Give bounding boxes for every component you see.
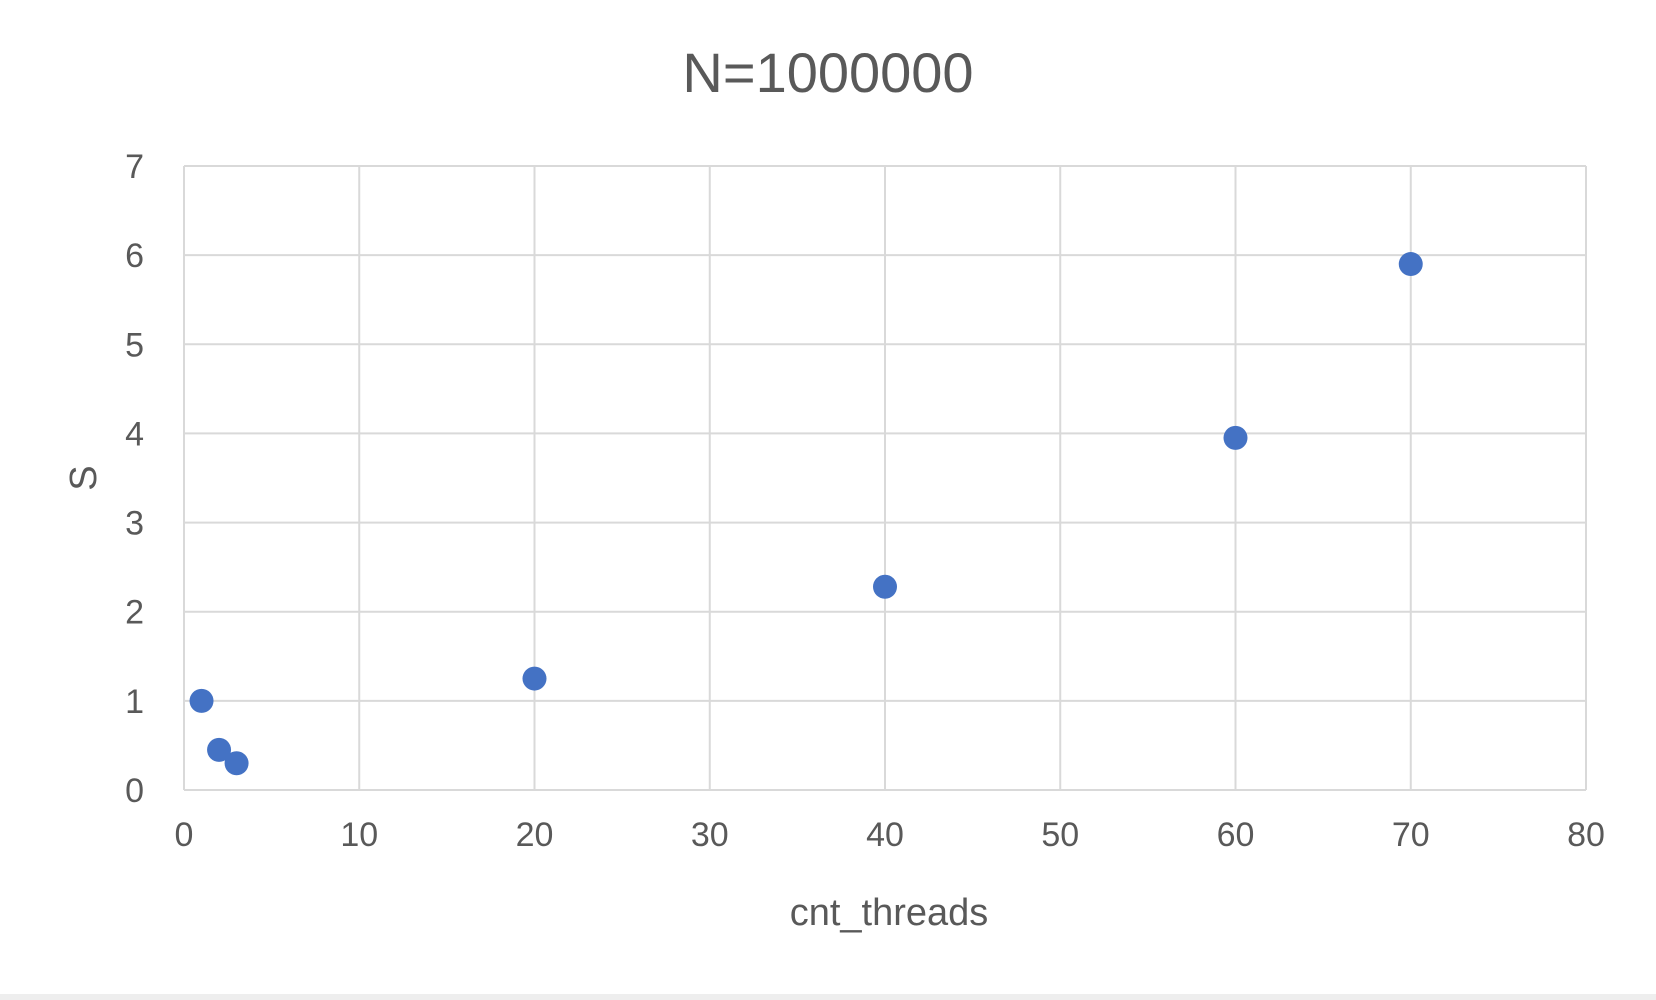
y-tick-label: 3 — [125, 505, 144, 543]
data-point — [522, 666, 547, 691]
data-point — [189, 688, 214, 713]
bottom-divider — [0, 994, 1656, 1000]
x-tick-label: 60 — [1217, 816, 1255, 854]
y-tick-label: 2 — [125, 594, 144, 632]
x-tick-label: 20 — [516, 816, 554, 854]
data-points — [189, 252, 1423, 776]
y-tick-label: 7 — [125, 148, 144, 186]
chart-title: N=1000000 — [682, 41, 973, 104]
x-axis-title: cnt_threads — [790, 892, 989, 934]
x-tick-label: 50 — [1041, 816, 1079, 854]
data-point — [1223, 425, 1248, 450]
axes — [183, 166, 1586, 791]
data-point — [224, 751, 249, 776]
x-tick-label: 40 — [866, 816, 904, 854]
x-tick-label: 0 — [175, 816, 194, 854]
gridlines — [184, 165, 1587, 790]
y-tick-label: 0 — [125, 772, 144, 810]
y-tick-label: 6 — [125, 237, 144, 275]
x-tick-labels: 0 10 20 30 40 50 60 70 80 — [175, 816, 1605, 854]
x-tick-label: 80 — [1567, 816, 1605, 854]
y-axis-title: S — [63, 465, 105, 490]
data-point — [1398, 252, 1423, 277]
y-tick-label: 1 — [125, 683, 144, 721]
y-tick-label: 5 — [125, 326, 144, 364]
x-tick-label: 30 — [691, 816, 729, 854]
x-tick-label: 70 — [1392, 816, 1430, 854]
y-tick-labels: 0 1 2 3 4 5 6 7 — [125, 148, 144, 810]
x-tick-label: 10 — [340, 816, 378, 854]
data-point — [873, 574, 897, 599]
data-point — [207, 737, 232, 762]
y-tick-label: 4 — [125, 415, 144, 453]
